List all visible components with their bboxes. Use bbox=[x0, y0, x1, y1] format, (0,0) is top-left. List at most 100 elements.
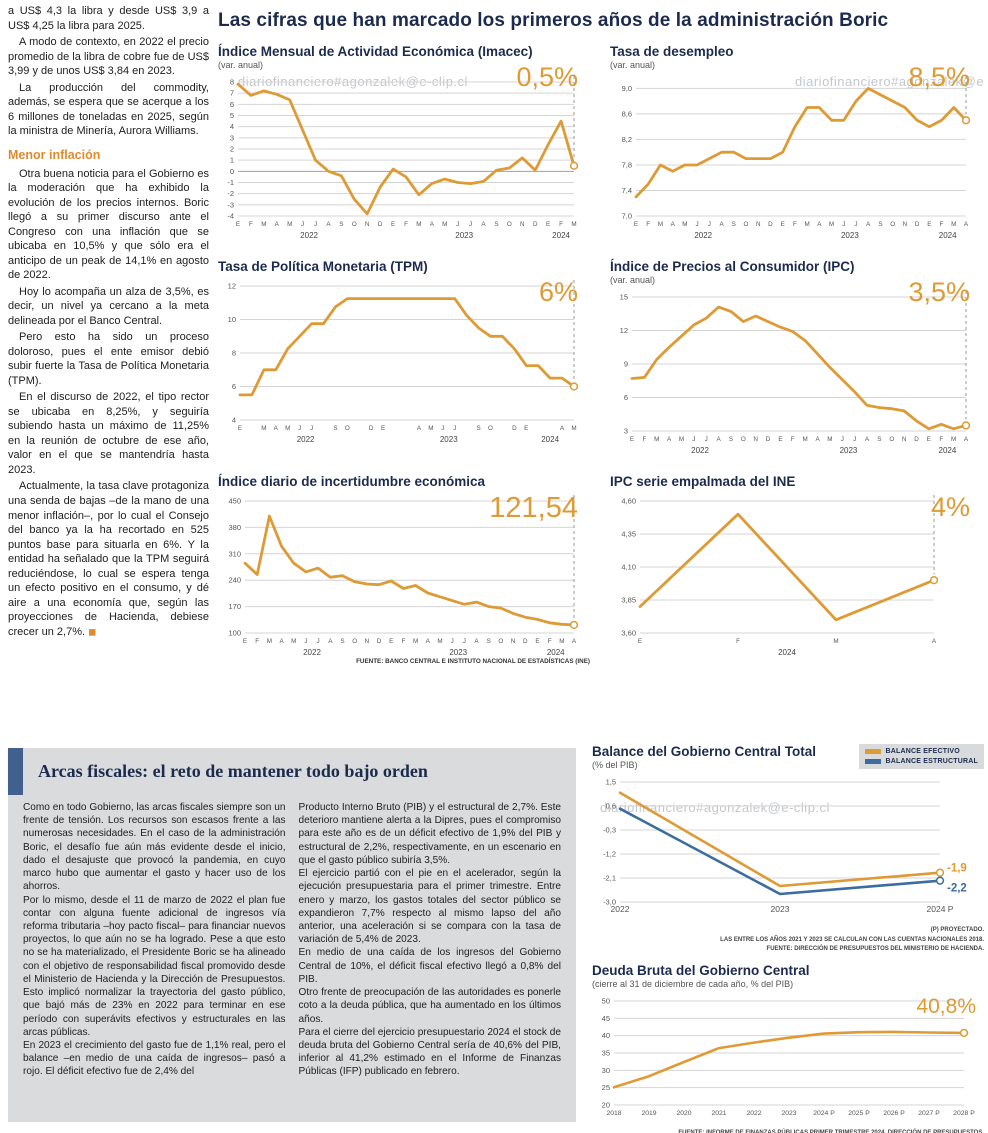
svg-text:S: S bbox=[732, 221, 736, 228]
svg-text:E: E bbox=[778, 436, 782, 443]
svg-text:O: O bbox=[890, 221, 895, 228]
svg-text:-1,9: -1,9 bbox=[947, 863, 967, 875]
svg-text:2023: 2023 bbox=[781, 1110, 796, 1117]
svg-text:E: E bbox=[391, 221, 395, 228]
svg-text:E: E bbox=[524, 425, 528, 432]
svg-text:A: A bbox=[481, 221, 486, 228]
chart-highlight-value: 40,8% bbox=[916, 994, 976, 1018]
svg-text:J: J bbox=[310, 425, 313, 432]
svg-text:0,6: 0,6 bbox=[606, 802, 616, 811]
svg-text:8: 8 bbox=[230, 78, 234, 87]
svg-text:F: F bbox=[646, 221, 650, 228]
svg-text:J: J bbox=[692, 436, 695, 443]
svg-text:E: E bbox=[781, 221, 785, 228]
fiscal-header: Arcas fiscales: el reto de mantener todo… bbox=[8, 748, 576, 795]
chart-balance: Balance del Gobierno Central Total (% de… bbox=[592, 744, 984, 955]
note-line: LAS ENTRE LOS AÑOS 2021 Y 2023 SE CALCUL… bbox=[720, 936, 984, 943]
svg-text:F: F bbox=[642, 436, 646, 443]
article-paragraph: En el discurso de 2022, el tipo rector s… bbox=[8, 391, 209, 476]
chart-plot: 12 10 8 6 4 E M A M J J S O D E A M J J S O D E A M 2022 2023 2024 bbox=[218, 276, 590, 449]
svg-text:-3,0: -3,0 bbox=[603, 898, 616, 907]
article-paragraph: Actualmente, la tasa clave protagoniza u… bbox=[8, 479, 209, 639]
chart-legend: BALANCE EFECTIVO BALANCE ESTRUCTURAL bbox=[858, 744, 984, 769]
svg-text:-2,2: -2,2 bbox=[947, 883, 967, 895]
svg-text:3,85: 3,85 bbox=[621, 596, 636, 605]
svg-text:4,60: 4,60 bbox=[621, 497, 636, 506]
svg-text:6: 6 bbox=[230, 100, 234, 109]
chart-title: Tasa de Política Monetaria (TPM) bbox=[218, 259, 428, 274]
svg-text:-1: -1 bbox=[227, 178, 234, 187]
svg-text:M: M bbox=[679, 436, 684, 443]
svg-text:S: S bbox=[333, 425, 337, 432]
svg-text:A: A bbox=[719, 221, 724, 228]
fiscal-paragraph: Como en todo Gobierno, las arcas fiscale… bbox=[23, 802, 286, 893]
fiscal-paragraph: Producto Interno Bruto (PIB) y el estruc… bbox=[298, 802, 562, 866]
svg-text:450: 450 bbox=[228, 497, 241, 506]
svg-text:O: O bbox=[498, 638, 503, 645]
svg-text:A: A bbox=[865, 436, 870, 443]
svg-text:F: F bbox=[793, 221, 797, 228]
svg-text:4: 4 bbox=[230, 122, 234, 131]
svg-text:E: E bbox=[243, 638, 247, 645]
svg-text:2022: 2022 bbox=[611, 904, 630, 914]
svg-text:5: 5 bbox=[230, 111, 234, 120]
svg-text:M: M bbox=[829, 221, 834, 228]
svg-text:S: S bbox=[877, 436, 881, 443]
svg-text:50: 50 bbox=[602, 996, 610, 1005]
svg-text:-2: -2 bbox=[227, 189, 234, 198]
svg-text:7,4: 7,4 bbox=[622, 186, 632, 195]
svg-text:D: D bbox=[377, 638, 382, 645]
svg-text:100: 100 bbox=[228, 629, 241, 638]
svg-text:M: M bbox=[803, 436, 808, 443]
svg-text:E: E bbox=[236, 221, 240, 228]
svg-text:D: D bbox=[768, 221, 773, 228]
legend-label: BALANCE ESTRUCTURAL bbox=[885, 758, 978, 765]
svg-text:D: D bbox=[915, 221, 920, 228]
svg-text:F: F bbox=[559, 221, 563, 228]
svg-text:O: O bbox=[345, 425, 350, 432]
svg-text:15: 15 bbox=[620, 293, 628, 302]
svg-text:J: J bbox=[317, 638, 320, 645]
svg-text:1,5: 1,5 bbox=[606, 778, 616, 787]
svg-text:J: J bbox=[301, 221, 304, 228]
svg-text:M: M bbox=[827, 436, 832, 443]
chart-highlight-value: 6% bbox=[538, 277, 578, 307]
svg-text:3: 3 bbox=[230, 133, 234, 142]
svg-text:J: J bbox=[853, 436, 856, 443]
svg-text:2022: 2022 bbox=[694, 231, 712, 240]
svg-text:M: M bbox=[951, 221, 956, 228]
bottom-right-charts: Balance del Gobierno Central Total (% de… bbox=[592, 744, 984, 1133]
svg-text:A: A bbox=[326, 221, 331, 228]
svg-text:J: J bbox=[463, 638, 466, 645]
svg-text:-3: -3 bbox=[227, 200, 234, 209]
svg-text:2024 P: 2024 P bbox=[927, 904, 954, 914]
svg-text:A: A bbox=[275, 221, 280, 228]
svg-text:2019: 2019 bbox=[641, 1110, 656, 1117]
chart-highlight-value: 8,5% bbox=[908, 62, 970, 92]
svg-text:N: N bbox=[902, 436, 907, 443]
end-of-article-icon: ◼ bbox=[88, 626, 97, 638]
svg-text:S: S bbox=[729, 436, 733, 443]
svg-text:J: J bbox=[696, 221, 699, 228]
chart-highlight-value: 121,54 bbox=[489, 492, 578, 524]
svg-text:S: S bbox=[476, 425, 480, 432]
svg-text:D: D bbox=[369, 425, 374, 432]
fiscal-paragraph: Para el cierre del ejercicio presupuesta… bbox=[298, 1026, 562, 1078]
svg-text:N: N bbox=[756, 221, 761, 228]
article-paragraph-text: Actualmente, la tasa clave protagoniza u… bbox=[8, 480, 209, 638]
svg-text:8: 8 bbox=[232, 349, 236, 358]
svg-text:2026 P: 2026 P bbox=[883, 1110, 905, 1117]
svg-text:25: 25 bbox=[602, 1083, 610, 1092]
svg-text:A: A bbox=[866, 221, 871, 228]
article-paragraph: A modo de contexto, en 2022 el precio pr… bbox=[8, 36, 209, 78]
svg-text:2022: 2022 bbox=[300, 231, 318, 240]
legend-swatch-orange bbox=[864, 749, 881, 754]
svg-text:M: M bbox=[428, 425, 433, 432]
note-line: FUENTE: DIRECCIÓN DE PRESUPUESTOS DEL MI… bbox=[766, 946, 984, 953]
fiscal-paragraph: El ejercicio partió con el pie en el ace… bbox=[298, 868, 562, 946]
svg-text:2023: 2023 bbox=[440, 435, 458, 444]
chart-tpm: Tasa de Política Monetaria (TPM) 6% 12 10… bbox=[218, 259, 590, 460]
svg-text:2024: 2024 bbox=[552, 231, 570, 240]
